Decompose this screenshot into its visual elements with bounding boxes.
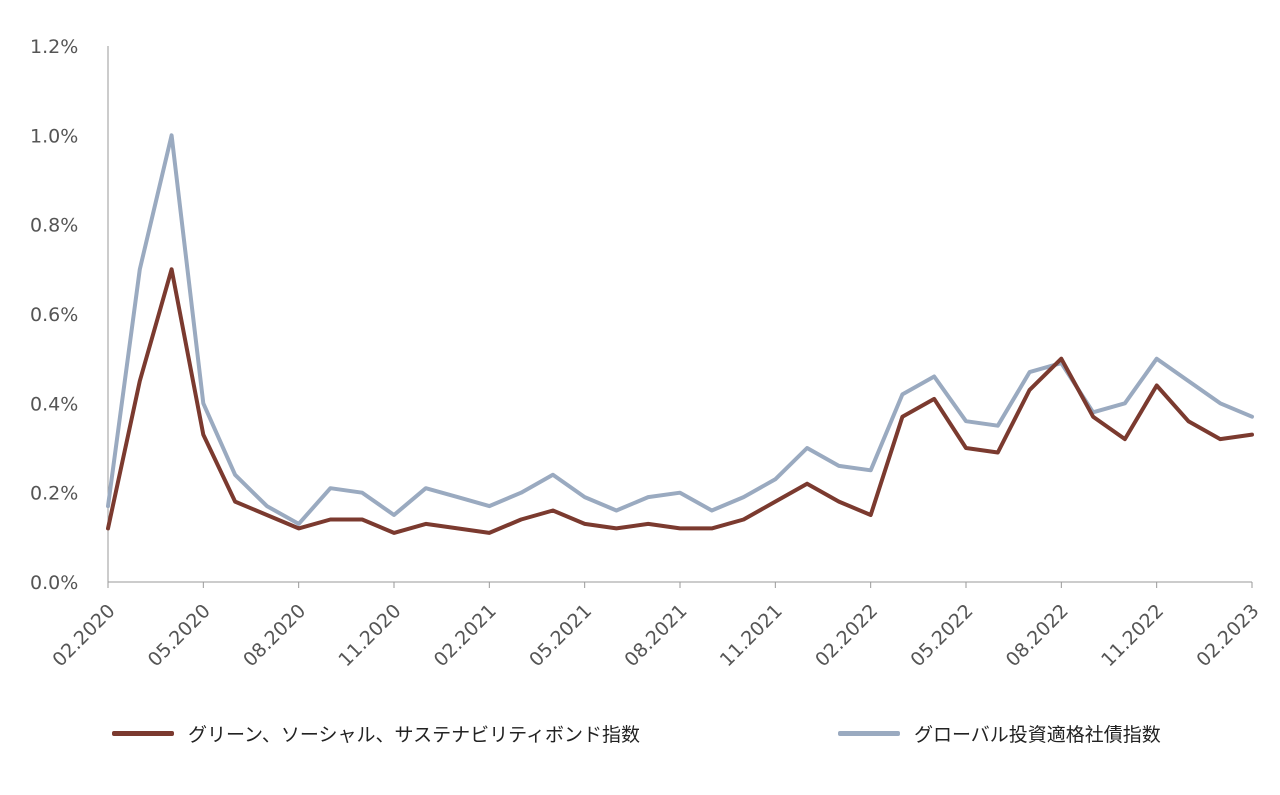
- series-line-green-social-sustainability: [106, 267, 1254, 535]
- y-tick-label: 0.4%: [30, 393, 78, 415]
- y-tick-label: 0.2%: [30, 483, 78, 505]
- x-tick-label: 02.2020: [48, 600, 119, 671]
- y-tick-label: 1.2%: [30, 36, 78, 58]
- y-tick-label: 0.6%: [30, 304, 78, 326]
- x-tick-label: 02.2021: [430, 600, 501, 671]
- x-tick-label: 02.2022: [811, 600, 882, 671]
- y-tick-label: 0.0%: [30, 572, 78, 594]
- y-tick-label: 0.8%: [30, 215, 78, 237]
- x-tick-label: 05.2021: [525, 600, 596, 671]
- legend-swatch-green-social-sustainability: [112, 731, 174, 736]
- y-axis: 0.0% 0.2% 0.4% 0.6% 0.8% 1.0% 1.2%: [30, 36, 109, 594]
- y-tick-label: 1.0%: [30, 125, 78, 147]
- legend-swatch-global-ig-corporate: [838, 731, 900, 736]
- legend-label-global-ig-corporate: グローバル投資適格社債指数: [914, 724, 1161, 746]
- x-tick-label: 08.2021: [620, 600, 691, 671]
- legend-label-green-social-sustainability: グリーン、ソーシャル、サステナビリティボンド指数: [188, 724, 641, 746]
- x-axis: 02.2020 05.2020 08.2020 11.2020 02.2021 05.20…: [48, 581, 1264, 671]
- x-tick-label: 11.2022: [1097, 600, 1168, 671]
- x-tick-label: 05.2020: [144, 600, 215, 671]
- x-tick-label: 11.2021: [716, 600, 787, 671]
- x-tick-label: 08.2022: [1002, 600, 1073, 671]
- legend-item-global-ig-corporate: グローバル投資適格社債指数: [838, 720, 1161, 747]
- x-tick-label: 02.2023: [1192, 600, 1263, 671]
- x-tick-label: 05.2022: [906, 600, 977, 671]
- line-chart: 0.0% 0.2% 0.4% 0.6% 0.8% 1.0% 1.2% 02.2020 05.2…: [30, 36, 1264, 671]
- legend-item-green-social-sustainability: グリーン、ソーシャル、サステナビリティボンド指数: [112, 720, 640, 747]
- x-tick-label: 11.2020: [334, 600, 405, 671]
- x-tick-label: 08.2020: [239, 600, 310, 671]
- series-line-global-ig-corporate: [106, 133, 1254, 526]
- series-layer: [106, 133, 1254, 535]
